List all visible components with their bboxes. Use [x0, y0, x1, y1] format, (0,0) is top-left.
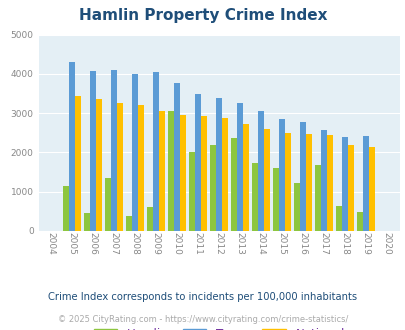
Bar [63, 186, 69, 231]
Bar [153, 72, 159, 231]
Bar [341, 137, 347, 231]
Bar [305, 134, 311, 231]
Bar [189, 152, 195, 231]
Bar [195, 94, 200, 231]
Bar [126, 216, 132, 231]
Bar [326, 135, 332, 231]
Bar [336, 206, 341, 231]
Bar [132, 74, 138, 231]
Bar [258, 111, 264, 231]
Bar [320, 130, 326, 231]
Bar [180, 115, 185, 231]
Bar [210, 145, 216, 231]
Bar [96, 99, 102, 231]
Bar [237, 103, 243, 231]
Text: Hamlin Property Crime Index: Hamlin Property Crime Index [79, 8, 326, 23]
Bar [279, 119, 284, 231]
Bar [294, 183, 300, 231]
Bar [117, 103, 123, 231]
Bar [90, 71, 96, 231]
Bar [284, 133, 290, 231]
Bar [368, 147, 374, 231]
Bar [75, 95, 81, 231]
Bar [105, 178, 111, 231]
Bar [347, 145, 353, 231]
Legend: Hamlin, Texas, National: Hamlin, Texas, National [89, 323, 349, 330]
Bar [264, 129, 269, 231]
Bar [222, 118, 228, 231]
Bar [300, 122, 305, 231]
Bar [174, 82, 180, 231]
Bar [252, 163, 258, 231]
Bar [362, 136, 368, 231]
Bar [111, 70, 117, 231]
Bar [147, 208, 153, 231]
Text: Crime Index corresponds to incidents per 100,000 inhabitants: Crime Index corresponds to incidents per… [48, 292, 357, 302]
Bar [69, 62, 75, 231]
Bar [138, 105, 144, 231]
Bar [84, 213, 90, 231]
Bar [243, 124, 248, 231]
Text: © 2025 CityRating.com - https://www.cityrating.com/crime-statistics/: © 2025 CityRating.com - https://www.city… [58, 315, 347, 324]
Bar [356, 212, 362, 231]
Bar [159, 111, 164, 231]
Bar [168, 111, 174, 231]
Bar [315, 165, 320, 231]
Bar [200, 116, 207, 231]
Bar [216, 98, 222, 231]
Bar [273, 168, 279, 231]
Bar [231, 138, 237, 231]
